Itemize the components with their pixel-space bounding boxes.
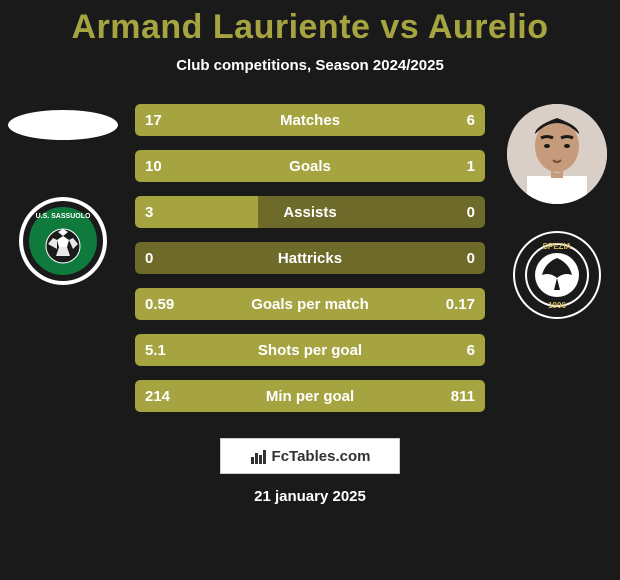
chart-icon xyxy=(250,447,268,465)
svg-text:1906: 1906 xyxy=(548,301,566,310)
stat-right-value: 6 xyxy=(457,112,485,129)
svg-text:SPEZIA: SPEZIA xyxy=(543,242,572,251)
left-player-avatar xyxy=(8,110,118,140)
stat-right-value: 811 xyxy=(441,388,485,405)
stat-right-value: 6 xyxy=(457,342,485,359)
stat-row: 10Goals1 xyxy=(135,150,485,182)
comparison-content: U.S. SASSUOLO xyxy=(0,104,620,412)
stat-label: Min per goal xyxy=(135,388,485,405)
stat-label: Shots per goal xyxy=(135,342,485,359)
stat-label: Goals xyxy=(135,158,485,175)
left-club-badge: U.S. SASSUOLO xyxy=(18,196,108,286)
stat-label: Assists xyxy=(135,204,485,221)
stat-row: 214Min per goal811 xyxy=(135,380,485,412)
right-player-column: SPEZIA 1906 xyxy=(502,104,612,320)
footer-brand: FcTables.com xyxy=(272,448,371,465)
stat-row: 0Hattricks0 xyxy=(135,242,485,274)
stat-right-value: 0 xyxy=(457,204,485,221)
stat-row: 17Matches6 xyxy=(135,104,485,136)
stat-row: 5.1Shots per goal6 xyxy=(135,334,485,366)
svg-text:U.S. SASSUOLO: U.S. SASSUOLO xyxy=(36,213,91,220)
stat-label: Matches xyxy=(135,112,485,129)
right-club-badge: SPEZIA 1906 xyxy=(512,230,602,320)
right-player-avatar xyxy=(507,104,607,204)
fctables-logo: FcTables.com xyxy=(220,438,400,474)
stat-label: Goals per match xyxy=(135,296,485,313)
stats-bars: 17Matches610Goals13Assists00Hattricks00.… xyxy=(135,104,485,412)
stat-label: Hattricks xyxy=(135,250,485,267)
subtitle: Club competitions, Season 2024/2025 xyxy=(0,57,620,74)
stat-right-value: 0 xyxy=(457,250,485,267)
stat-row: 0.59Goals per match0.17 xyxy=(135,288,485,320)
left-player-column: U.S. SASSUOLO xyxy=(8,104,118,286)
stat-right-value: 1 xyxy=(457,158,485,175)
footer-date: 21 january 2025 xyxy=(0,488,620,505)
page-title: Armand Lauriente vs Aurelio xyxy=(0,0,620,47)
stat-right-value: 0.17 xyxy=(436,296,485,313)
stat-row: 3Assists0 xyxy=(135,196,485,228)
